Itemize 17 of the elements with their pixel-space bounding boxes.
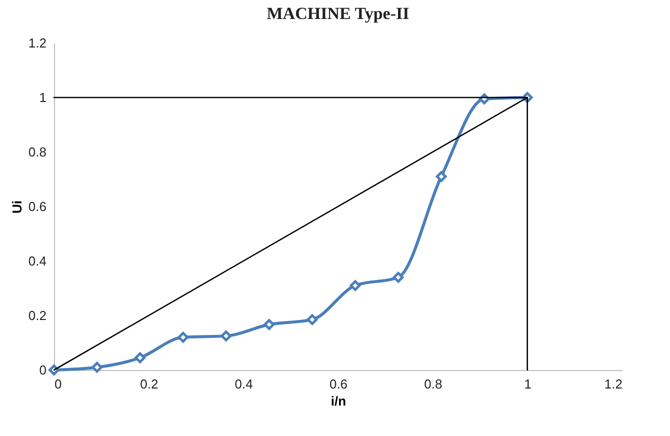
- y-axis-title: Ui: [9, 200, 24, 214]
- chart-title: MACHINE Type-II: [266, 4, 410, 23]
- x-tick-label: 1: [524, 376, 532, 392]
- x-tick-label: 0.4: [234, 376, 253, 392]
- x-axis-title: i/n: [330, 394, 346, 408]
- y-tick-label: 1.2: [28, 36, 46, 50]
- y-tick-label: 0.8: [28, 144, 46, 160]
- y-tick-label: 0.4: [28, 254, 46, 268]
- x-tick-label: 0.6: [329, 376, 348, 392]
- y-tick-label: 0.6: [28, 199, 46, 214]
- x-tick-label: 0: [54, 376, 62, 392]
- x-tick-label: 0.8: [424, 376, 442, 392]
- y-tick-label: 1: [39, 90, 46, 105]
- y-tick-label: 0.2: [28, 308, 46, 323]
- x-tick-label: 0.2: [140, 376, 158, 392]
- y-tick-label: 0: [39, 362, 46, 378]
- x-tick-label: 1.2: [604, 376, 622, 392]
